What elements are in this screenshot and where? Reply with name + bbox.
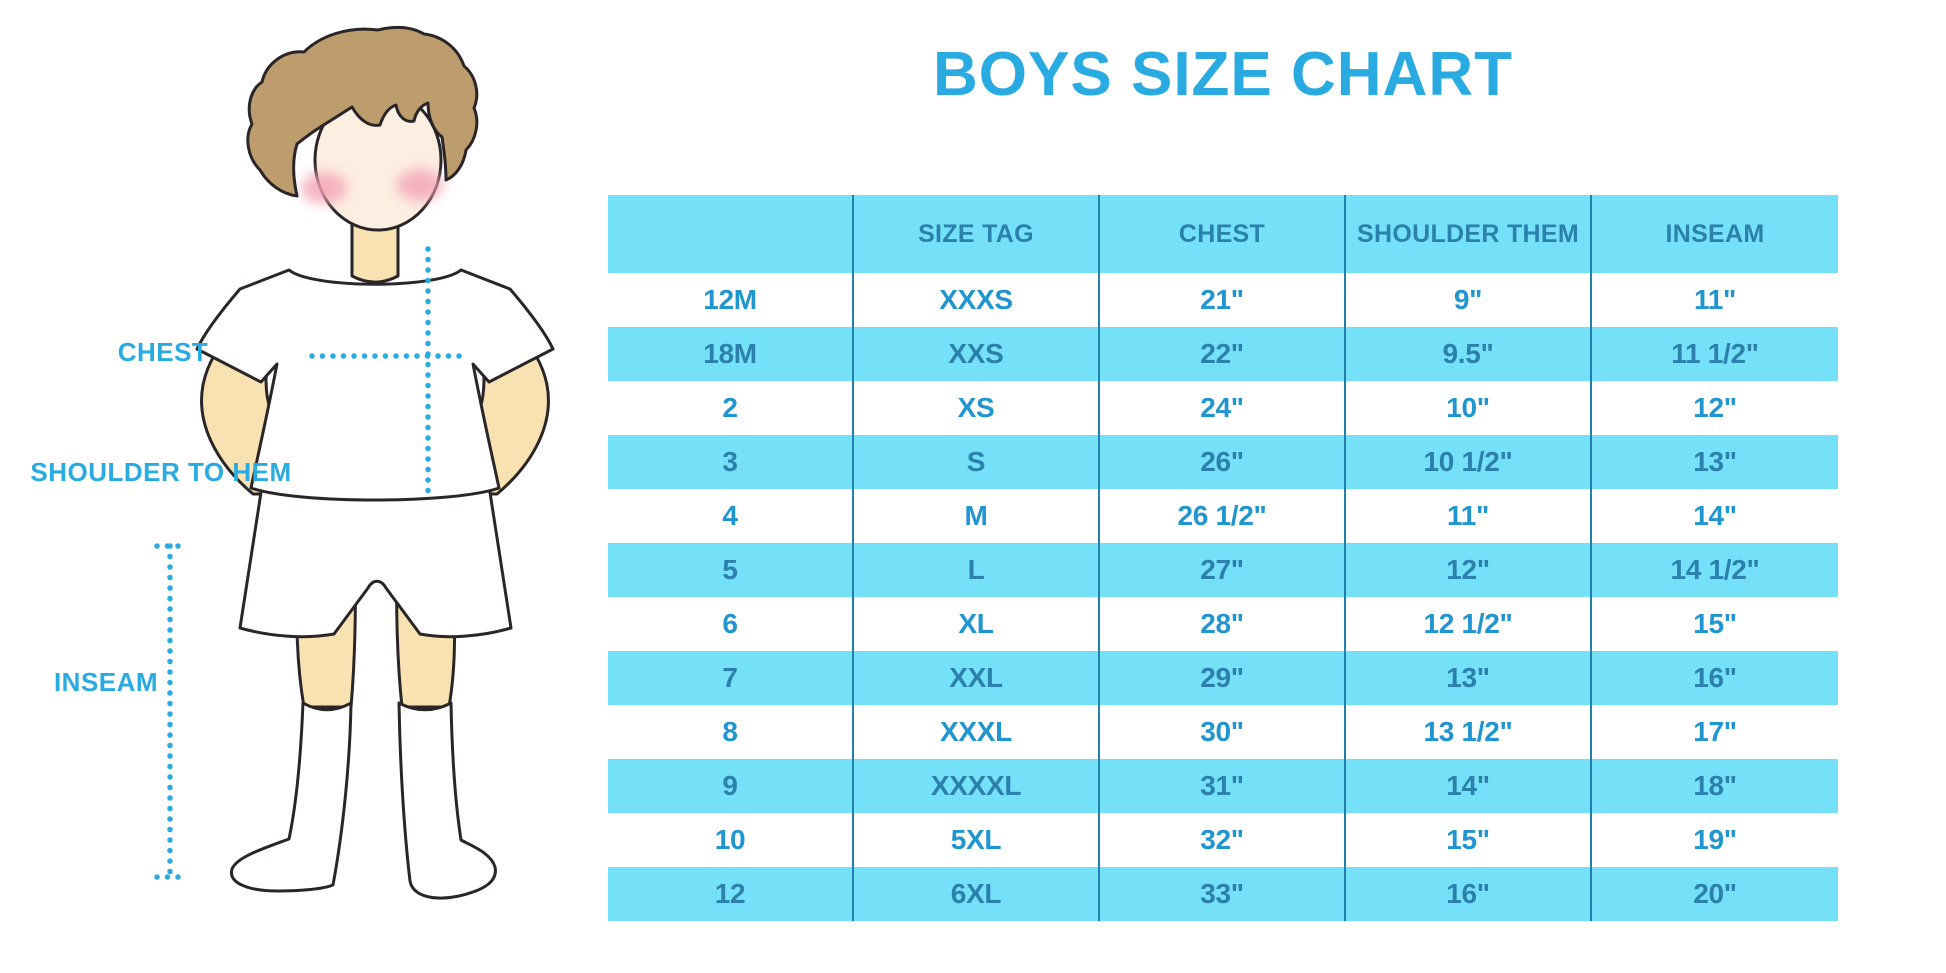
header-cell-chest: CHEST [1100,195,1346,273]
header-cell-shoulder: SHOULDER THEM [1346,195,1592,273]
cell-size: 18M [608,327,854,381]
table-row: 7 XXL 29" 13" 16" [608,651,1838,705]
table-header-row: SIZE TAG CHEST SHOULDER THEM INSEAM [608,195,1838,273]
cell-inseam: 14 1/2" [1670,554,1760,585]
cell-shoulder: 12 1/2" [1346,597,1592,651]
cell-shoulder: 11" [1346,489,1592,543]
cell-shoulder: 10" [1346,381,1592,435]
boy-socks [230,701,497,900]
table-row: 3 S 26" 10 1/2" 13" [608,435,1838,489]
shoulder-to-hem-label: SHOULDER TO HEM [30,457,292,487]
cell-shoulder: 12" [1346,543,1592,597]
cell-inseam: 11" [1694,284,1736,315]
cell-shoulder: 13 1/2" [1346,705,1592,759]
chest-label: CHEST [117,337,209,367]
cell-shoulder: 15" [1346,813,1592,867]
boy-blush [301,169,443,204]
cell-size: 12 [608,867,854,921]
cell-size: 12M [608,273,854,327]
table-row: 18M XXS 22" 9.5" 11 1/2" [608,327,1838,381]
cell-inseam: 16" [1693,662,1737,693]
cell-chest: 21" [1100,273,1346,327]
page-title: BOYS SIZE CHART [933,40,1513,109]
cell-inseam: 18" [1693,770,1737,801]
cell-shoulder: 10 1/2" [1346,435,1592,489]
cell-inseam: 14" [1693,500,1737,531]
inseam-label: INSEAM [53,667,159,697]
cell-chest: 22" [1100,327,1346,381]
cell-inseam: 19" [1693,824,1737,855]
cell-size: 9 [608,759,854,813]
cell-size-tag: XXS [854,327,1100,381]
header-cell-size-tag: SIZE TAG [854,195,1100,273]
cell-size-tag: XXXL [854,705,1100,759]
cell-inseam: 13" [1693,446,1737,477]
cell-size: 5 [608,543,854,597]
cell-size-tag: 5XL [854,813,1100,867]
cell-size: 6 [608,597,854,651]
boy-neck [350,222,400,284]
cell-size: 7 [608,651,854,705]
cell-chest: 26 1/2" [1100,489,1346,543]
size-table: SIZE TAG CHEST SHOULDER THEM INSEAM 12M … [608,195,1838,921]
cell-size-tag: XS [854,381,1100,435]
cell-size-tag: 6XL [854,867,1100,921]
boy-shorts [238,484,513,639]
cell-size: 8 [608,705,854,759]
cell-chest: 26" [1100,435,1346,489]
cell-shoulder: 9.5" [1346,327,1592,381]
cell-inseam: 12" [1693,392,1737,423]
cell-size-tag: XXXXL [854,759,1100,813]
cell-inseam: 17" [1693,716,1737,747]
table-body: 12M XXXS 21" 9" 11" 18M XXS 22" 9.5" 11 … [608,273,1838,921]
cell-shoulder: 14" [1346,759,1592,813]
table-row: 9 XXXXL 31" 14" 18" [608,759,1838,813]
cell-size: 10 [608,813,854,867]
cell-chest: 24" [1100,381,1346,435]
table-row: 12 6XL 33" 16" 20" [608,867,1838,921]
table-row: 8 XXXL 30" 13 1/2" 17" [608,705,1838,759]
cell-chest: 28" [1100,597,1346,651]
cell-size-tag: XL [854,597,1100,651]
cell-size-tag: L [854,543,1100,597]
header-cell-inseam: INSEAM [1665,219,1765,248]
boy-illustration [154,25,555,900]
cell-chest: 33" [1100,867,1346,921]
table-row: 4 M 26 1/2" 11" 14" [608,489,1838,543]
cell-chest: 29" [1100,651,1346,705]
header-cell-size [608,195,854,273]
cell-chest: 32" [1100,813,1346,867]
cell-shoulder: 13" [1346,651,1592,705]
cell-chest: 27" [1100,543,1346,597]
cell-chest: 31" [1100,759,1346,813]
table-row: 6 XL 28" 12 1/2" 15" [608,597,1838,651]
cell-size: 4 [608,489,854,543]
cell-size: 3 [608,435,854,489]
cell-shoulder: 16" [1346,867,1592,921]
cell-size-tag: XXXS [854,273,1100,327]
cell-inseam: 15" [1693,608,1737,639]
cell-chest: 30" [1100,705,1346,759]
boy-hair [246,25,479,198]
cell-size-tag: XXL [854,651,1100,705]
table-row: 10 5XL 32" 15" 19" [608,813,1838,867]
inseam-measure-line [154,543,191,880]
cell-size-tag: S [854,435,1100,489]
cell-shoulder: 9" [1346,273,1592,327]
cell-inseam: 20" [1693,878,1737,909]
cell-size: 2 [608,381,854,435]
table-row: 5 L 27" 12" 14 1/2" [608,543,1838,597]
table-row: 2 XS 24" 10" 12" [608,381,1838,435]
boy-shirt [195,268,555,502]
cell-size-tag: M [854,489,1100,543]
cell-inseam: 11 1/2" [1671,338,1759,369]
table-row: 12M XXXS 21" 9" 11" [608,273,1838,327]
